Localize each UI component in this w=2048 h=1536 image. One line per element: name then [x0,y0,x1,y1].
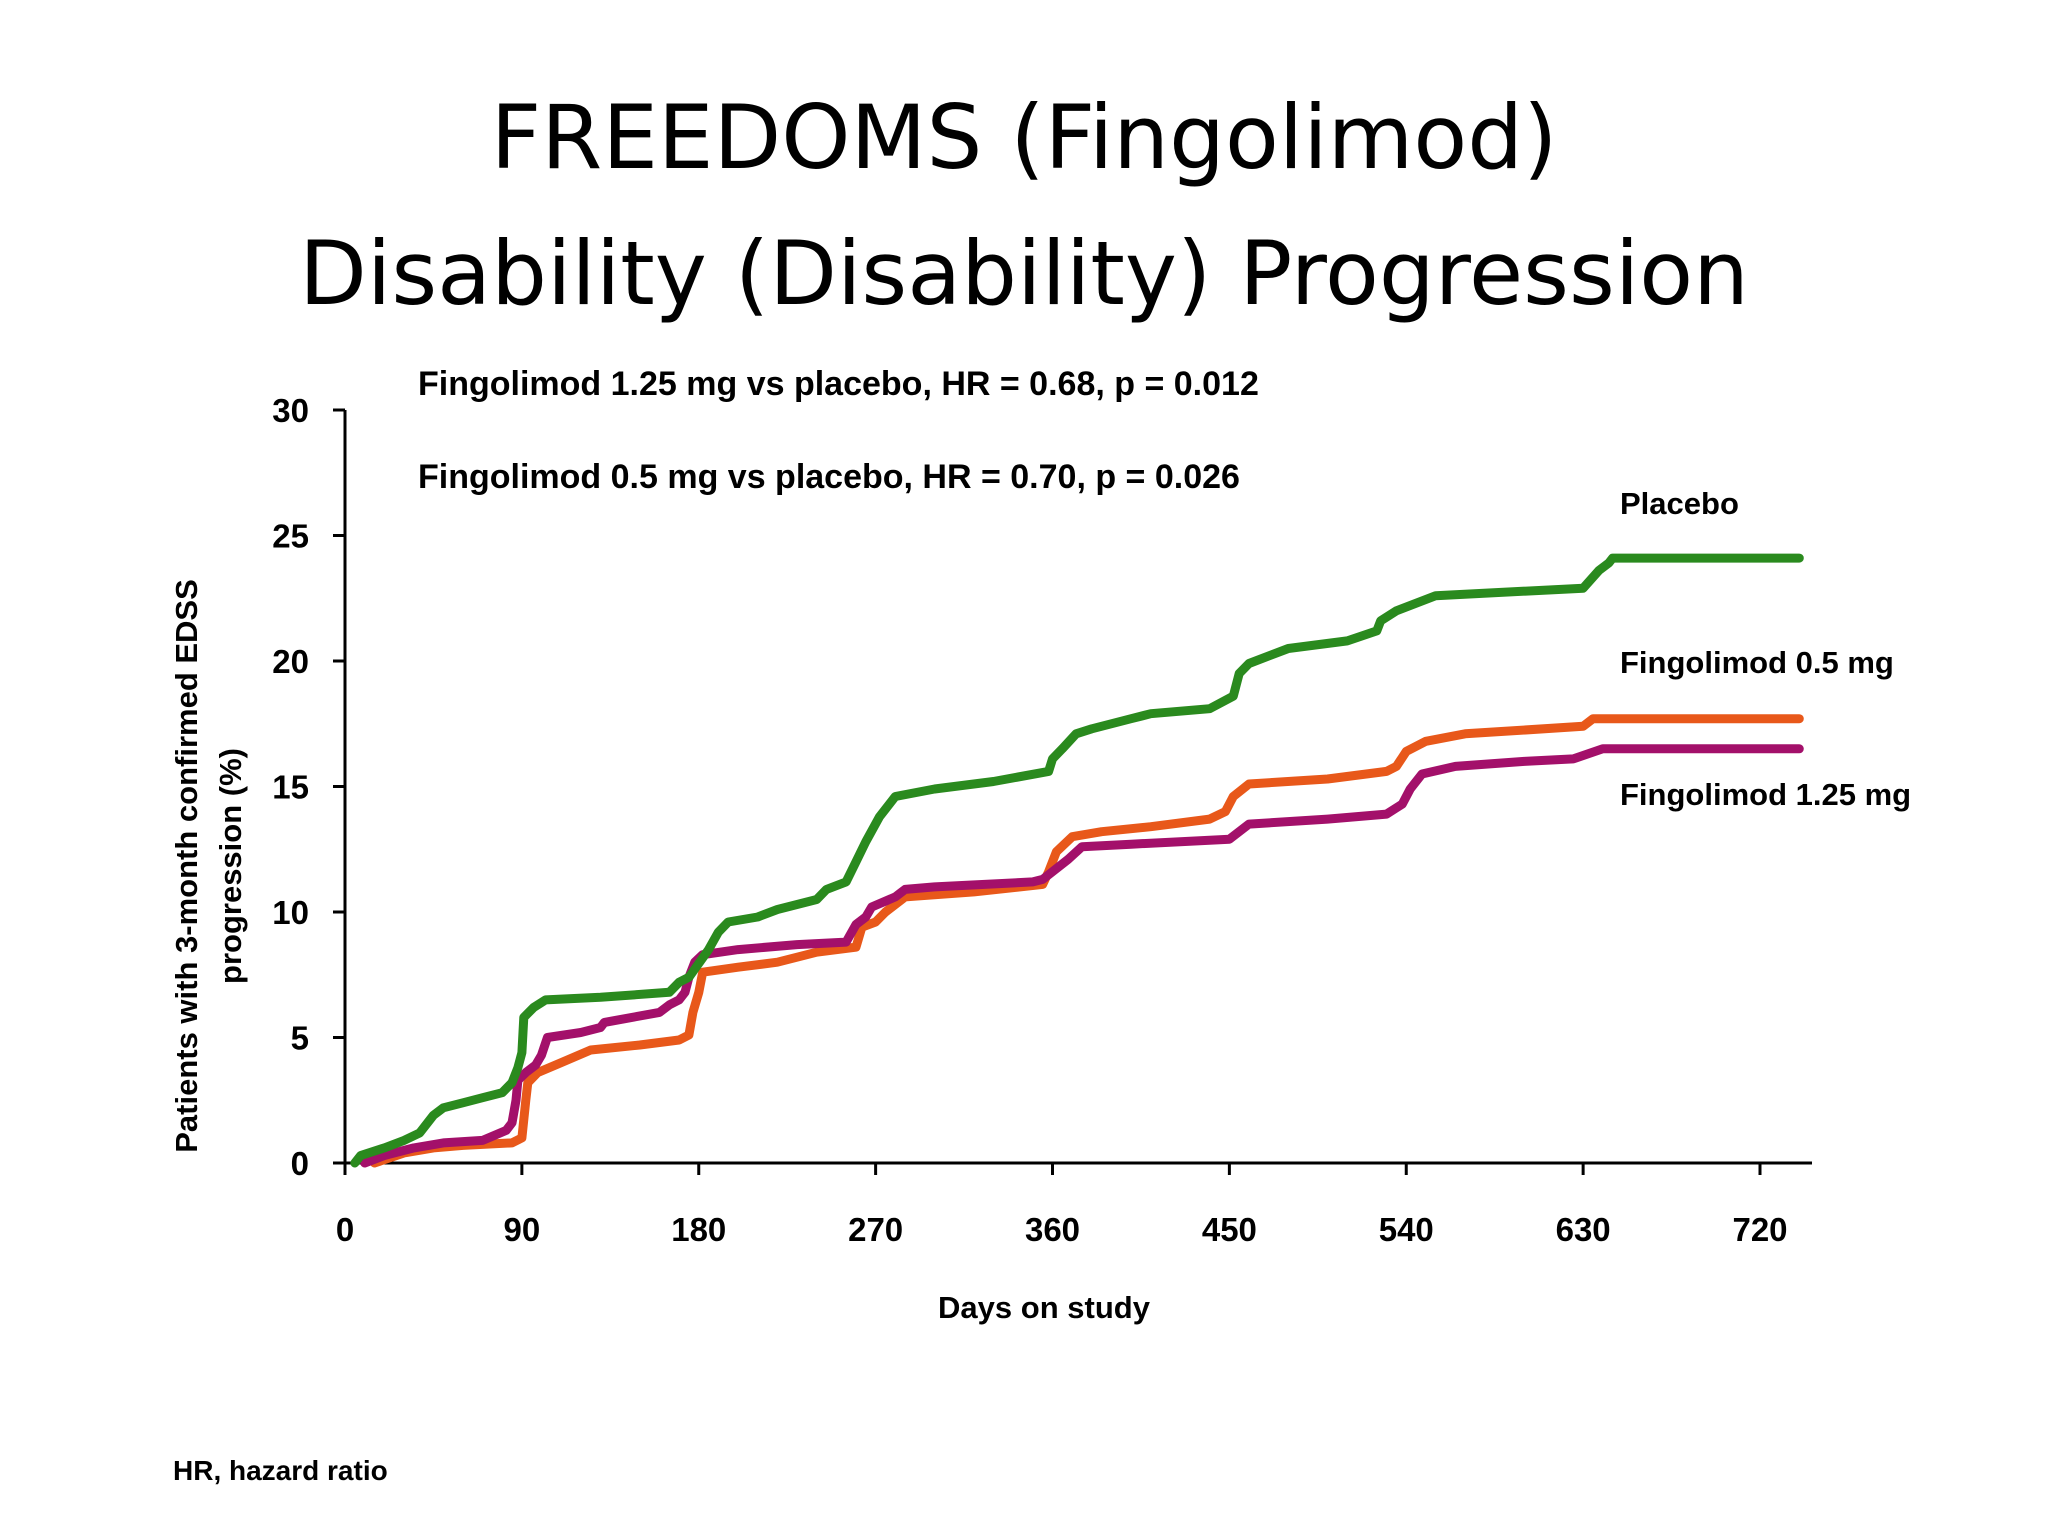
series-lines [350,553,1804,1168]
slide-title-line2: Disability (Disability) Progression [299,222,1749,325]
series-line-fingolimod-1-25-mg [360,744,1804,1168]
series-label-placebo: Placebo [1620,486,1739,521]
series-line-placebo [350,553,1804,1168]
y-tick-label: 25 [272,518,309,555]
x-tick-label: 540 [1379,1211,1434,1248]
y-tick-label: 0 [291,1145,309,1182]
y-tick-label: 10 [272,894,309,931]
y-tick-label: 20 [272,643,309,680]
x-tick-label: 360 [1025,1211,1080,1248]
y-axis-title-line1: Patients with 3-month confirmed EDSS [169,579,204,1153]
x-tick-label: 450 [1202,1211,1257,1248]
x-tick-label: 90 [504,1211,541,1248]
y-axis-title-line2: progression (%) [213,748,248,984]
x-tick-label: 270 [848,1211,903,1248]
annotation-hr-125: Fingolimod 1.25 mg vs placebo, HR = 0.68… [418,365,1259,403]
y-tick-label: 15 [272,769,309,806]
chart-text: Fingolimod 1.25 mg vs placebo, HR = 0.68… [169,365,1911,1325]
series-label-fingolimod-05: Fingolimod 0.5 mg [1620,645,1894,680]
x-tick-label: 0 [336,1211,354,1248]
y-axis: 0 5 10 15 20 25 30 [272,392,347,1182]
x-tick-label: 630 [1556,1211,1611,1248]
y-tick-label: 5 [291,1020,309,1057]
slide-title: FREEDOMS (Fingolimod) Disability (Disabi… [0,70,2048,342]
slide-title-line1: FREEDOMS (Fingolimod) [490,86,1558,189]
y-tick-label: 30 [272,392,309,429]
x-tick-label: 180 [671,1211,726,1248]
series-line-fingolimod-0-5-mg [370,714,1804,1168]
annotation-hr-05: Fingolimod 0.5 mg vs placebo, HR = 0.70,… [418,458,1240,496]
x-axis: 0 90 180 270 360 450 540 630 720 [336,1161,1812,1248]
series-label-fingolimod-125: Fingolimod 1.25 mg [1620,777,1911,812]
x-tick-label: 720 [1732,1211,1787,1248]
footnote: HR, hazard ratio [173,1455,388,1486]
x-axis-title: Days on study [938,1290,1151,1325]
